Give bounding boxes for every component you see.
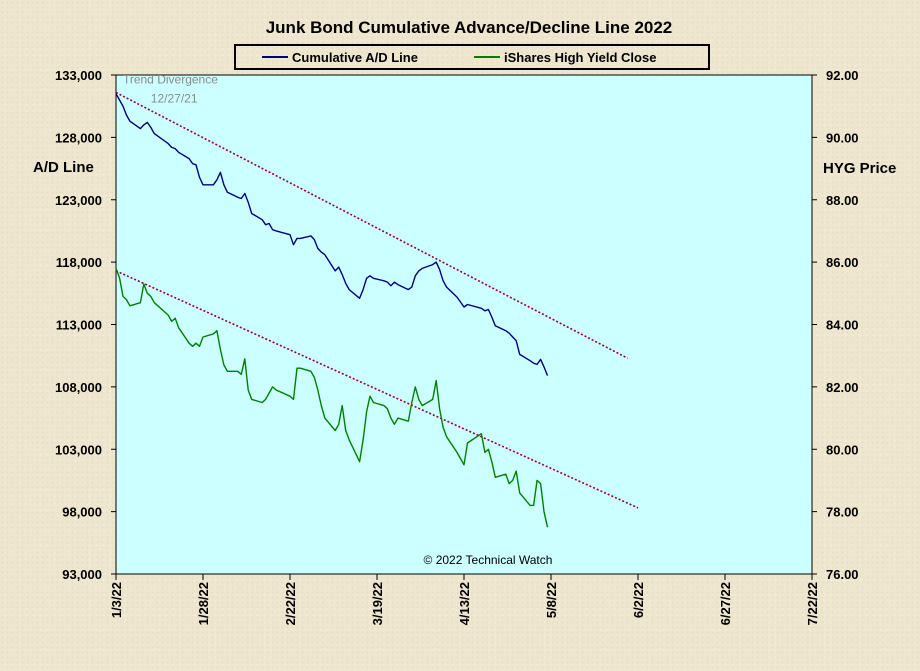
left-tick-label: 103,000 (55, 442, 102, 457)
copyright-text: © 2022 Technical Watch (424, 553, 553, 567)
trendline-2 (115, 270, 639, 509)
hyg-close-series (115, 268, 549, 528)
trendline-1 (115, 91, 628, 359)
x-tick-label: 5/8/22 (544, 582, 559, 618)
right-tick-label: 88.00 (826, 193, 859, 208)
left-tick-label: 98,000 (62, 505, 102, 520)
x-tick-label: 4/13/22 (457, 582, 472, 625)
right-tick-label: 82.00 (826, 380, 859, 395)
left-tick-label: 123,000 (55, 193, 102, 208)
x-tick-label: 1/28/22 (196, 582, 211, 625)
right-tick-label: 80.00 (826, 442, 859, 457)
legend: Cumulative A/D Line iShares High Yield C… (234, 44, 710, 70)
right-tick-label: 76.00 (826, 567, 859, 582)
legend-box (234, 44, 710, 70)
x-tick-label: 6/2/22 (631, 582, 646, 618)
right-tick-label: 90.00 (826, 130, 859, 145)
right-tick-label: 92.00 (826, 68, 859, 83)
x-tick-label: 1/3/22 (109, 582, 124, 618)
right-axis-label: HYG Price (823, 160, 896, 177)
left-tick-label: 118,000 (56, 255, 102, 270)
ad-line-series (115, 93, 549, 376)
legend-label-ad-line: Cumulative A/D Line (292, 50, 418, 65)
chart-title: Junk Bond Cumulative Advance/Decline Lin… (266, 18, 673, 37)
trendlines (115, 91, 639, 509)
series-group (115, 93, 549, 528)
left-tick-label: 93,000 (62, 567, 102, 582)
x-tick-label: 3/19/22 (370, 582, 385, 625)
x-tick-label: 7/22/22 (805, 582, 820, 625)
x-axis: 1/3/22 1/28/22 2/22/22 3/19/22 4/13/22 5/8/22… (109, 574, 820, 625)
right-tick-label: 86.00 (826, 255, 859, 270)
annotation-date: 12/27/21 (151, 91, 198, 105)
left-tick-label: 133,000 (55, 68, 102, 83)
right-tick-label: 78.00 (826, 505, 859, 520)
legend-label-hyg: iShares High Yield Close (504, 50, 656, 65)
left-tick-label: 108,000 (55, 380, 102, 395)
plot-area (115, 74, 813, 575)
x-tick-label: 2/22/22 (283, 582, 298, 625)
left-tick-label: 113,000 (56, 318, 102, 333)
left-axis: 133,000 128,000 123,000 118,000 113,000 108,0… (55, 68, 116, 582)
annotation-trend-divergence: Trend Divergence (123, 73, 218, 87)
left-axis-label: A/D Line (33, 159, 94, 176)
left-tick-label: 128,000 (55, 130, 102, 145)
x-tick-label: 6/27/22 (718, 582, 733, 625)
right-axis: 92.00 90.00 88.00 86.00 84.00 82.00 80.00 78.00… (812, 68, 859, 582)
right-tick-label: 84.00 (826, 318, 859, 333)
